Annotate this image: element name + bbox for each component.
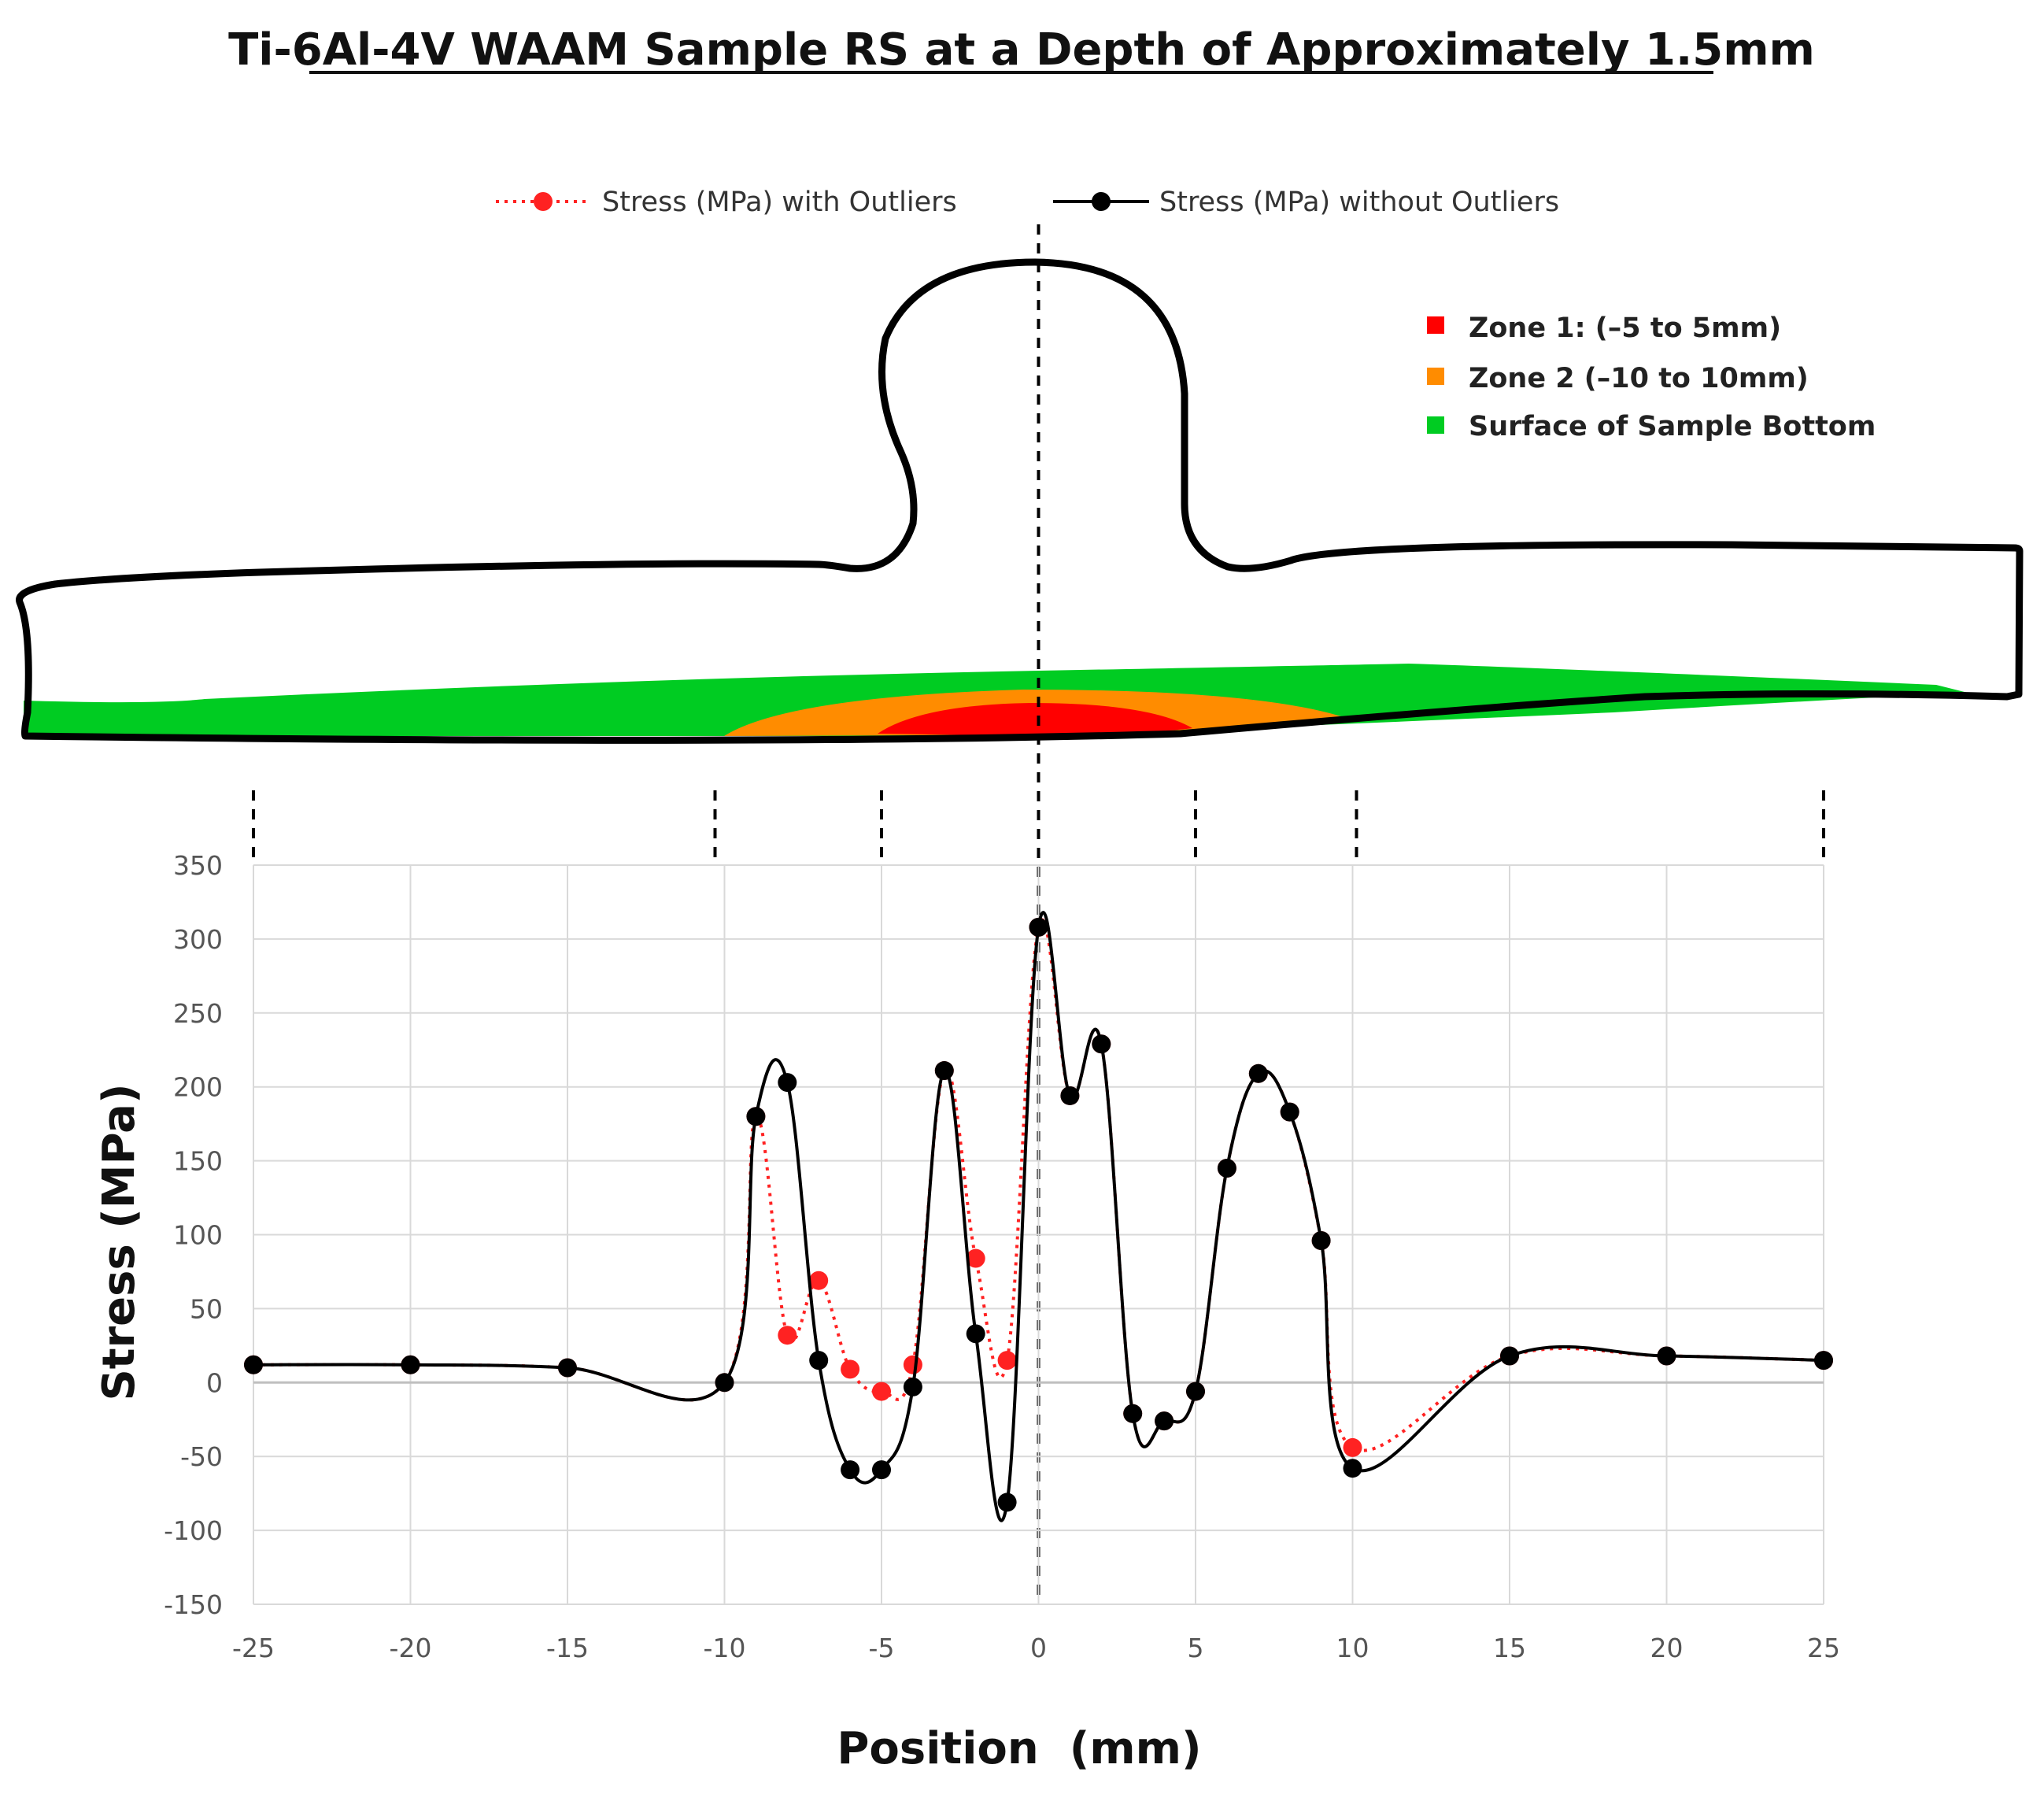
without-outliers-point — [1280, 1102, 1299, 1122]
zone-legend-swatch-3 — [1427, 416, 1444, 434]
with-outliers-point — [1343, 1437, 1362, 1457]
x-tick-label: -25 — [232, 1633, 275, 1663]
y-tick-label: -100 — [164, 1515, 223, 1546]
without-outliers-point — [1248, 1063, 1268, 1083]
y-tick-label: -50 — [180, 1441, 223, 1472]
without-outliers-point — [1814, 1351, 1833, 1370]
sample-outline — [16, 258, 2024, 744]
legend-marker-with-outliers — [534, 192, 553, 211]
without-outliers-point — [1060, 1086, 1080, 1105]
without-outliers-point — [778, 1073, 797, 1093]
without-outliers-point — [841, 1460, 860, 1480]
without-outliers-point — [1186, 1382, 1205, 1401]
zone-1 — [878, 703, 1192, 736]
with-outliers-point — [778, 1326, 797, 1345]
without-outliers-point — [809, 1351, 829, 1370]
without-outliers-point — [1123, 1404, 1143, 1423]
legend-label-with-outliers: Stress (MPa) with Outliers — [602, 187, 957, 218]
without-outliers-point — [1092, 1034, 1111, 1054]
x-tick-label: -20 — [390, 1633, 432, 1663]
legend-item-without-outliers: Stress (MPa) without Outliers — [1053, 187, 1559, 218]
zone-legend-swatch-2 — [1427, 368, 1444, 385]
series-legend: Stress (MPa) with Outliers Stress (MPa) … — [496, 187, 1559, 218]
plot-area: -25 -20 -15 -10 -5 0 5 10 15 20 25 -150-100-500501… — [164, 850, 1840, 1663]
y-tick-label: 200 — [173, 1072, 223, 1103]
y-tick-label: 250 — [173, 998, 223, 1029]
x-tick-label: 10 — [1336, 1633, 1369, 1663]
with-outliers-line — [253, 918, 1824, 1452]
legend-item-with-outliers: Stress (MPa) with Outliers — [496, 187, 957, 218]
without-outliers-point — [1500, 1346, 1519, 1366]
with-outliers-point — [841, 1359, 860, 1379]
y-tick-label: 100 — [173, 1220, 223, 1251]
gridlines — [253, 864, 1824, 1605]
without-outliers-point — [558, 1358, 577, 1378]
x-tick-label: -10 — [704, 1633, 746, 1663]
with-outliers-point — [903, 1355, 922, 1374]
y-tick-label: 0 — [206, 1367, 223, 1398]
y-tick-label: 350 — [173, 850, 223, 881]
y-tick-label: -150 — [164, 1589, 223, 1620]
without-outliers-point — [1155, 1411, 1174, 1431]
y-tick-label: 50 — [190, 1293, 223, 1324]
without-outliers-point — [903, 1377, 922, 1396]
without-outliers-point — [934, 1061, 954, 1081]
without-outliers-point — [1029, 917, 1048, 937]
zone-legend-label-1: Zone 1: (–5 to 5mm) — [1469, 313, 1781, 344]
zone-legend-swatch-1 — [1427, 316, 1444, 334]
without-outliers-point — [746, 1107, 766, 1126]
without-outliers-point — [997, 1493, 1017, 1512]
without-outliers-point — [872, 1460, 891, 1480]
zone-legend-label-2: Zone 2 (–10 to 10mm) — [1469, 363, 1809, 394]
x-tick-label: 15 — [1493, 1633, 1526, 1663]
without-outliers-point — [1217, 1158, 1236, 1178]
x-tick-label: 5 — [1188, 1633, 1204, 1663]
without-outliers-point — [966, 1324, 985, 1344]
without-outliers-point — [244, 1355, 263, 1374]
y-tick-label: 150 — [173, 1146, 223, 1177]
without-outliers-point — [1311, 1231, 1331, 1251]
without-outliers-line — [253, 911, 1824, 1522]
without-outliers-point — [1343, 1459, 1362, 1478]
without-outliers-point — [401, 1355, 420, 1374]
y-tick-label: 300 — [173, 924, 223, 955]
zone-legend-label-3: Surface of Sample Bottom — [1469, 411, 1876, 442]
legend-marker-without-outliers — [1092, 192, 1111, 211]
chart-title: Ti-6Al-4V WAAM Sample RS at a Depth of A… — [228, 24, 1815, 76]
legend-label-without-outliers: Stress (MPa) without Outliers — [1159, 187, 1559, 218]
series-without-outliers — [244, 911, 1833, 1522]
x-tick-labels: -25 -20 -15 -10 -5 0 5 10 15 20 25 — [232, 1633, 1840, 1663]
x-tick-label: -5 — [869, 1633, 895, 1663]
y-axis-title: Stress (MPa) — [94, 1083, 145, 1400]
y-tick-labels: -150 -100 -50 0 50 100 150 200 250 300 350 — [164, 850, 223, 1620]
x-tick-label: 0 — [1030, 1633, 1047, 1663]
zone-legend: Zone 1: (–5 to 5mm) Zone 2 (–10 to 10mm)… — [1427, 313, 1876, 442]
with-outliers-point — [966, 1248, 985, 1268]
x-tick-label: 25 — [1807, 1633, 1840, 1663]
x-tick-label: -15 — [546, 1633, 589, 1663]
x-tick-label: 20 — [1650, 1633, 1684, 1663]
sample-schematic: Zone 1: (–5 to 5mm) Zone 2 (–10 to 10mm)… — [16, 258, 2024, 744]
without-outliers-point — [1657, 1346, 1676, 1366]
x-axis-title: Position (mm) — [837, 1723, 1201, 1774]
without-outliers-point — [715, 1373, 734, 1393]
with-outliers-point — [997, 1351, 1017, 1370]
with-outliers-point — [872, 1382, 891, 1401]
with-outliers-point — [809, 1271, 829, 1290]
